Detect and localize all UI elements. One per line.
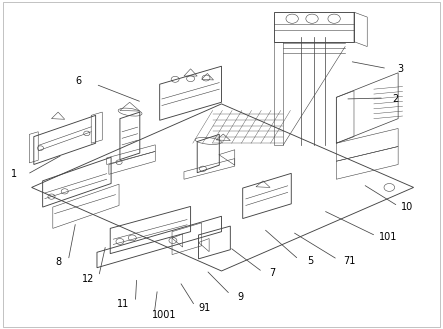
Text: 6: 6	[75, 76, 81, 86]
Text: 5: 5	[307, 256, 313, 266]
Text: 71: 71	[343, 256, 356, 266]
Text: 91: 91	[198, 303, 211, 313]
Text: 12: 12	[82, 273, 94, 284]
Text: 10: 10	[401, 202, 413, 212]
Text: 1: 1	[11, 169, 17, 179]
Text: 7: 7	[269, 268, 276, 278]
Text: 2: 2	[392, 94, 398, 104]
Text: 11: 11	[117, 299, 130, 309]
Text: 1001: 1001	[152, 310, 176, 319]
Text: 8: 8	[55, 257, 61, 267]
Text: 3: 3	[397, 64, 404, 74]
Text: 9: 9	[237, 291, 244, 301]
Text: 101: 101	[379, 232, 398, 242]
